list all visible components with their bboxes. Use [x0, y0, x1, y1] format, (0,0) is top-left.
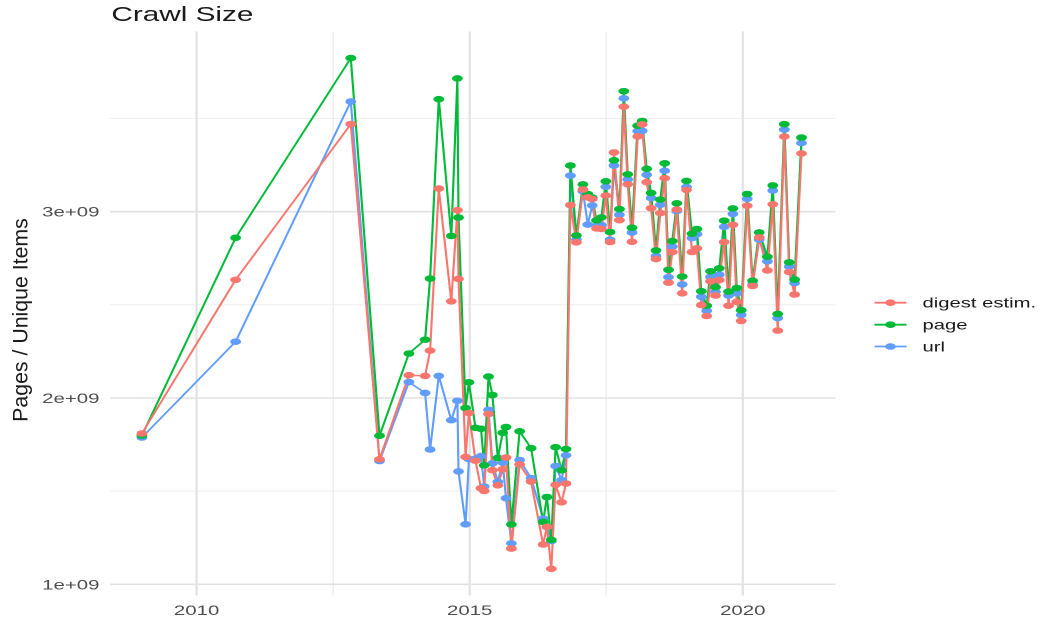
svg-text:page: page — [923, 317, 968, 333]
svg-text:2015: 2015 — [447, 602, 492, 618]
svg-text:Crawl Size: Crawl Size — [111, 3, 253, 25]
svg-text:digest estim.: digest estim. — [923, 295, 1037, 311]
svg-text:url: url — [923, 339, 946, 355]
svg-text:1e+09: 1e+09 — [42, 577, 99, 593]
svg-text:3e+09: 3e+09 — [42, 204, 99, 220]
svg-text:Pages / Unique Items: Pages / Unique Items — [9, 218, 33, 422]
svg-text:2020: 2020 — [720, 602, 766, 618]
svg-text:2010: 2010 — [174, 602, 220, 618]
svg-text:2e+09: 2e+09 — [42, 390, 99, 406]
